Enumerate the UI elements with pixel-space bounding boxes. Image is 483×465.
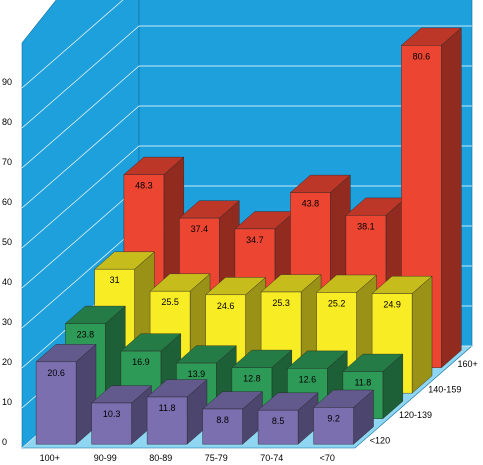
data-label: 12.6 — [299, 374, 317, 384]
data-label: 11.8 — [159, 403, 176, 413]
x-tick-label: <70 — [320, 453, 335, 463]
data-label: 80.6 — [413, 51, 431, 61]
data-label: 9.2 — [327, 413, 340, 423]
x-tick-label: 75-79 — [205, 453, 228, 463]
y-tick-label: 60 — [2, 197, 12, 207]
gridline — [21, 145, 472, 249]
bar-front — [257, 410, 299, 445]
bar-front — [91, 402, 132, 445]
gridline — [21, 25, 472, 129]
bar: 8.5 — [257, 392, 319, 445]
y-tick-label: 50 — [2, 237, 12, 247]
data-label: 37.4 — [191, 224, 209, 234]
bar: 9.2 — [313, 389, 375, 445]
data-label: 25.2 — [328, 298, 346, 308]
bar-front — [202, 408, 243, 445]
gridline — [21, 0, 124, 89]
y-tick-label: 0 — [2, 437, 7, 447]
data-label: 24.9 — [383, 300, 401, 310]
y-tick-label: 40 — [2, 277, 12, 287]
data-label: 23.8 — [77, 330, 95, 340]
y-tick-label: 20 — [2, 357, 12, 367]
depth-tick-label: 120-139 — [399, 410, 432, 420]
x-tick-label: 70-74 — [260, 453, 283, 463]
bar-front — [313, 407, 354, 445]
data-label: 13.9 — [188, 369, 206, 379]
data-label: 24.6 — [217, 301, 235, 311]
data-label: 25.5 — [161, 297, 179, 307]
x-tick-label: 100+ — [40, 453, 60, 463]
bar: 20.6 — [35, 343, 97, 445]
data-label: 10.3 — [103, 409, 121, 419]
data-label: 11.8 — [354, 378, 371, 388]
data-label: 43.8 — [302, 199, 320, 209]
data-label: 16.9 — [132, 357, 150, 367]
bar-front — [146, 396, 188, 445]
depth-tick-label: 140-159 — [428, 384, 461, 394]
data-label: 38.1 — [357, 221, 375, 231]
depth-tick-label: 160+ — [458, 359, 478, 369]
y-axis-ticks: 0 10 20 30 40 50 60 70 80 90 — [2, 77, 12, 447]
depth-axis-ticks: <120 120-139 140-159 160+ — [370, 359, 478, 446]
gridline — [21, 65, 472, 169]
x-axis-ticks: 100+ 90-99 80-89 75-79 70-74 <70 — [40, 453, 335, 463]
y-tick-label: 10 — [2, 397, 12, 407]
y-tick-label: 80 — [2, 117, 12, 127]
x-tick-label: 80-89 — [149, 453, 172, 463]
gridline — [21, 105, 472, 209]
y-tick-label: 30 — [2, 317, 12, 327]
bar-side — [441, 27, 462, 369]
data-label: 48.3 — [135, 181, 153, 191]
bar: 10.3 — [91, 385, 153, 445]
data-label: 12.8 — [243, 374, 261, 384]
data-label: 8.8 — [216, 415, 229, 425]
depth-tick-label: <120 — [370, 435, 390, 445]
data-label: 20.6 — [47, 368, 65, 378]
bar-front — [35, 361, 77, 445]
bar: 8.8 — [202, 391, 264, 445]
y-tick-label: 90 — [2, 77, 12, 87]
data-label: 25.3 — [272, 298, 290, 308]
data-label: 31 — [110, 275, 120, 285]
bar: 11.8 — [146, 379, 208, 445]
bars: 48.3 37.4 34.7 43.8 38.1 80.6 31 25.5 24.6 25.3 25… — [35, 27, 462, 445]
x-tick-label: 90-99 — [94, 453, 117, 463]
data-label: 34.7 — [246, 235, 264, 245]
y-tick-label: 70 — [2, 157, 12, 167]
data-label: 8.5 — [272, 416, 285, 426]
bar-side — [411, 275, 433, 394]
